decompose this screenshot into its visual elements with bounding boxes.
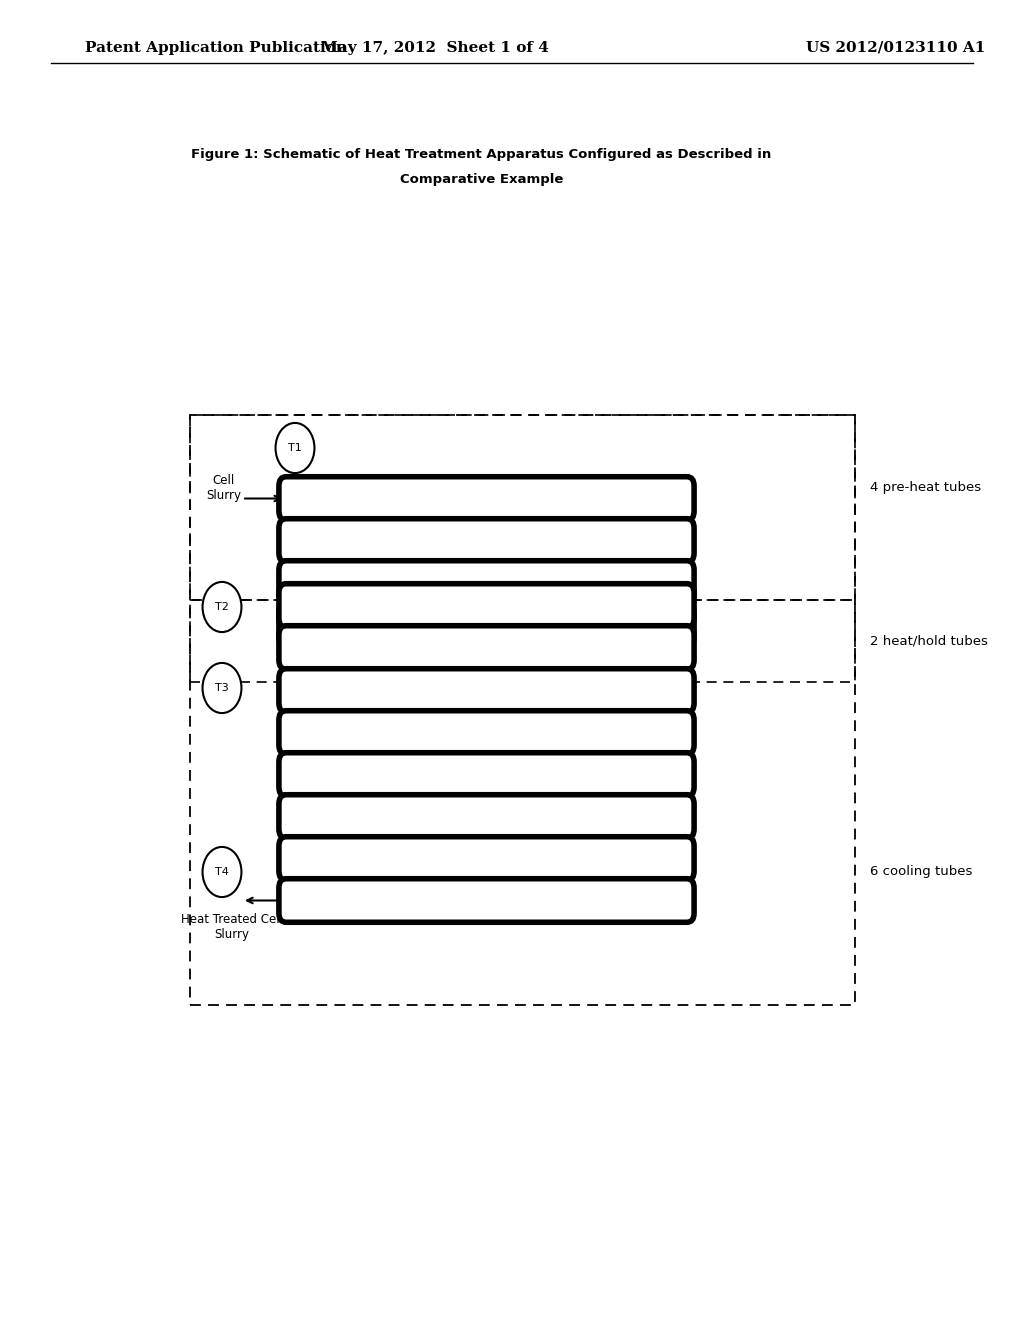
- Text: May 17, 2012  Sheet 1 of 4: May 17, 2012 Sheet 1 of 4: [322, 41, 549, 54]
- Bar: [190, 601, 855, 682]
- Text: Comparative Example: Comparative Example: [399, 173, 563, 186]
- Circle shape: [203, 847, 242, 898]
- Text: T2: T2: [215, 602, 229, 612]
- FancyBboxPatch shape: [279, 879, 694, 923]
- FancyBboxPatch shape: [279, 752, 694, 796]
- Text: T4: T4: [215, 867, 229, 876]
- Text: T3: T3: [215, 682, 229, 693]
- FancyBboxPatch shape: [279, 603, 694, 647]
- Text: 6 cooling tubes: 6 cooling tubes: [870, 866, 973, 879]
- Text: Patent Application Publication: Patent Application Publication: [85, 41, 347, 54]
- Text: US 2012/0123110 A1: US 2012/0123110 A1: [806, 41, 986, 54]
- FancyBboxPatch shape: [279, 626, 694, 669]
- Text: Heat Treated Cell
Slurry: Heat Treated Cell Slurry: [181, 913, 283, 941]
- Circle shape: [203, 663, 242, 713]
- Bar: [190, 414, 855, 1005]
- Text: 2 heat/hold tubes: 2 heat/hold tubes: [870, 635, 988, 648]
- FancyBboxPatch shape: [279, 795, 694, 838]
- FancyBboxPatch shape: [279, 519, 694, 562]
- Bar: [190, 414, 855, 601]
- Circle shape: [275, 422, 314, 473]
- Text: Cell
Slurry: Cell Slurry: [206, 474, 241, 502]
- FancyBboxPatch shape: [279, 669, 694, 713]
- FancyBboxPatch shape: [279, 561, 694, 605]
- Circle shape: [203, 582, 242, 632]
- FancyBboxPatch shape: [279, 477, 694, 520]
- FancyBboxPatch shape: [279, 583, 694, 627]
- Text: 4 pre-heat tubes: 4 pre-heat tubes: [870, 482, 981, 494]
- Text: T1: T1: [288, 444, 302, 453]
- FancyBboxPatch shape: [279, 837, 694, 880]
- Text: Figure 1: Schematic of Heat Treatment Apparatus Configured as Described in: Figure 1: Schematic of Heat Treatment Ap…: [191, 148, 771, 161]
- FancyBboxPatch shape: [279, 710, 694, 754]
